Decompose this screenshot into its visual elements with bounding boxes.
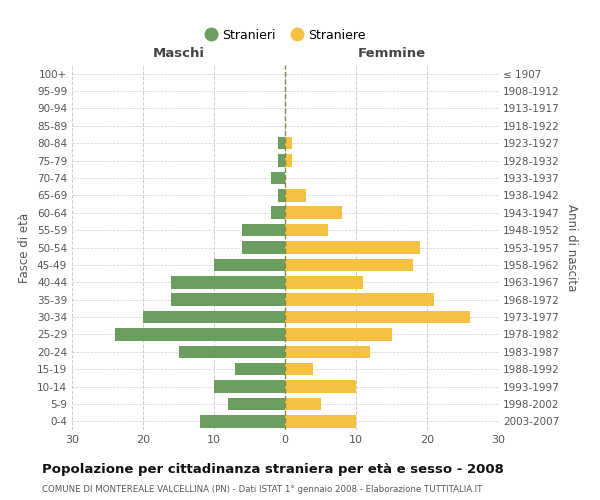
Bar <box>214 380 285 393</box>
Bar <box>172 276 285 288</box>
Bar <box>271 172 285 184</box>
Bar <box>285 346 370 358</box>
Bar <box>179 346 285 358</box>
Bar <box>228 398 285 410</box>
Bar <box>285 415 356 428</box>
Bar <box>235 363 285 376</box>
Bar <box>143 311 285 324</box>
Bar <box>285 137 292 149</box>
Bar <box>172 294 285 306</box>
Bar <box>278 137 285 149</box>
Text: Maschi: Maschi <box>152 47 205 60</box>
Bar <box>285 276 363 288</box>
Text: Femmine: Femmine <box>358 47 425 60</box>
Bar <box>242 241 285 254</box>
Bar <box>285 328 392 340</box>
Bar <box>278 154 285 167</box>
Bar <box>285 294 434 306</box>
Y-axis label: Fasce di età: Fasce di età <box>19 212 31 282</box>
Bar <box>285 398 320 410</box>
Bar <box>242 224 285 236</box>
Bar <box>271 206 285 219</box>
Bar <box>214 258 285 271</box>
Bar <box>285 258 413 271</box>
Bar <box>285 241 420 254</box>
Bar <box>285 206 342 219</box>
Text: Popolazione per cittadinanza straniera per età e sesso - 2008: Popolazione per cittadinanza straniera p… <box>42 462 504 475</box>
Bar <box>285 189 307 202</box>
Bar <box>285 363 313 376</box>
Legend: Stranieri, Straniere: Stranieri, Straniere <box>199 24 371 47</box>
Bar <box>200 415 285 428</box>
Bar <box>278 189 285 202</box>
Bar <box>285 311 470 324</box>
Y-axis label: Anni di nascita: Anni di nascita <box>565 204 578 291</box>
Bar <box>285 224 328 236</box>
Text: COMUNE DI MONTEREALE VALCELLINA (PN) - Dati ISTAT 1° gennaio 2008 - Elaborazione: COMUNE DI MONTEREALE VALCELLINA (PN) - D… <box>42 485 482 494</box>
Bar <box>115 328 285 340</box>
Bar <box>285 154 292 167</box>
Bar <box>285 380 356 393</box>
